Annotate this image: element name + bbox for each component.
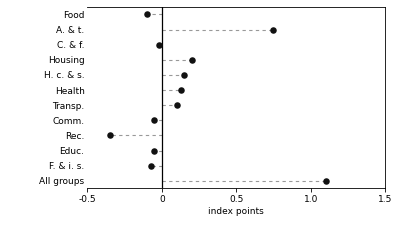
Point xyxy=(270,28,277,31)
Point xyxy=(188,58,195,62)
Point xyxy=(151,118,158,122)
Point xyxy=(148,164,154,168)
Point xyxy=(322,179,329,183)
Point xyxy=(181,73,187,77)
Point xyxy=(156,43,162,47)
Point xyxy=(144,12,150,16)
Point xyxy=(106,134,113,137)
Point xyxy=(173,103,180,107)
Point xyxy=(151,149,158,152)
X-axis label: index points: index points xyxy=(208,207,264,216)
Point xyxy=(178,88,184,92)
